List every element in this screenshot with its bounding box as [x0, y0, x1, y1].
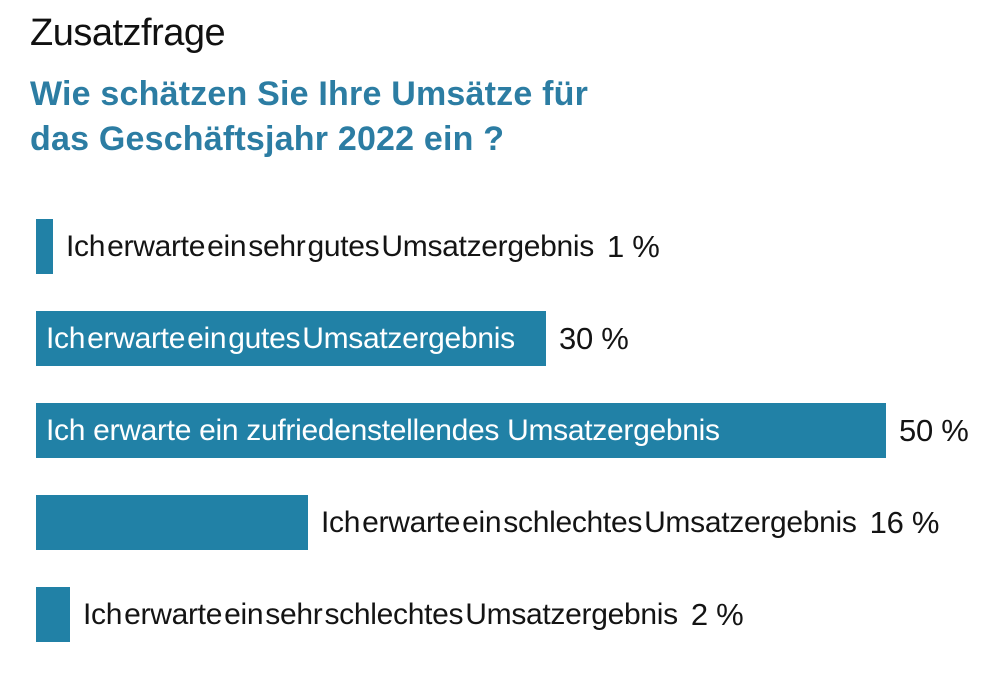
bar [36, 587, 70, 643]
bar-label: Ich erwarte ein gutes Umsatzergebnis [46, 321, 515, 355]
bar-label: Ich erwarte ein zufriedenstellendes Umsa… [46, 413, 720, 447]
bar-row: Ich erwarte ein gutes Umsatzergebnis 30 % [36, 311, 988, 367]
page-subtitle: Wie schätzen Sie Ihre Umsätze für das Ge… [30, 72, 988, 162]
bar-value: 50 % [899, 412, 969, 448]
page: Zusatzfrage Wie schätzen Sie Ihre Umsätz… [0, 12, 988, 676]
bar-label: Ich erwarte ein sehr schlechtes Umsatzer… [83, 597, 678, 631]
bar: Ich erwarte ein zufriedenstellendes Umsa… [36, 403, 886, 459]
bar-row: Ich erwarte ein schlechtes Umsatzergebni… [36, 495, 988, 551]
page-title: Zusatzfrage [30, 12, 226, 54]
bar-label: Ich erwarte ein schlechtes Umsatzergebni… [321, 505, 857, 539]
bar-chart: Ich erwarte ein sehr gutes Umsatzergebni… [36, 219, 988, 643]
bar-value: 2 % [690, 596, 744, 632]
bar-row: Ich erwarte ein zufriedenstellendes Umsa… [36, 403, 988, 459]
bar [36, 495, 308, 551]
bar-row: Ich erwarte ein sehr gutes Umsatzergebni… [36, 219, 988, 275]
bar-value: 1 % [606, 228, 660, 264]
page-subtitle-line1: Wie schätzen Sie Ihre Umsätze für [30, 74, 589, 113]
bar-value: 16 % [869, 504, 940, 540]
bar-label: Ich erwarte ein sehr gutes Umsatzergebni… [66, 229, 594, 263]
bar-value: 30 % [559, 320, 629, 356]
bar: Ich erwarte ein gutes Umsatzergebnis [36, 311, 546, 367]
bar [36, 219, 53, 275]
bar-row: Ich erwarte ein sehr schlechtes Umsatzer… [36, 587, 988, 643]
page-subtitle-line2: das Geschäftsjahr 2022 ein ? [30, 119, 505, 158]
